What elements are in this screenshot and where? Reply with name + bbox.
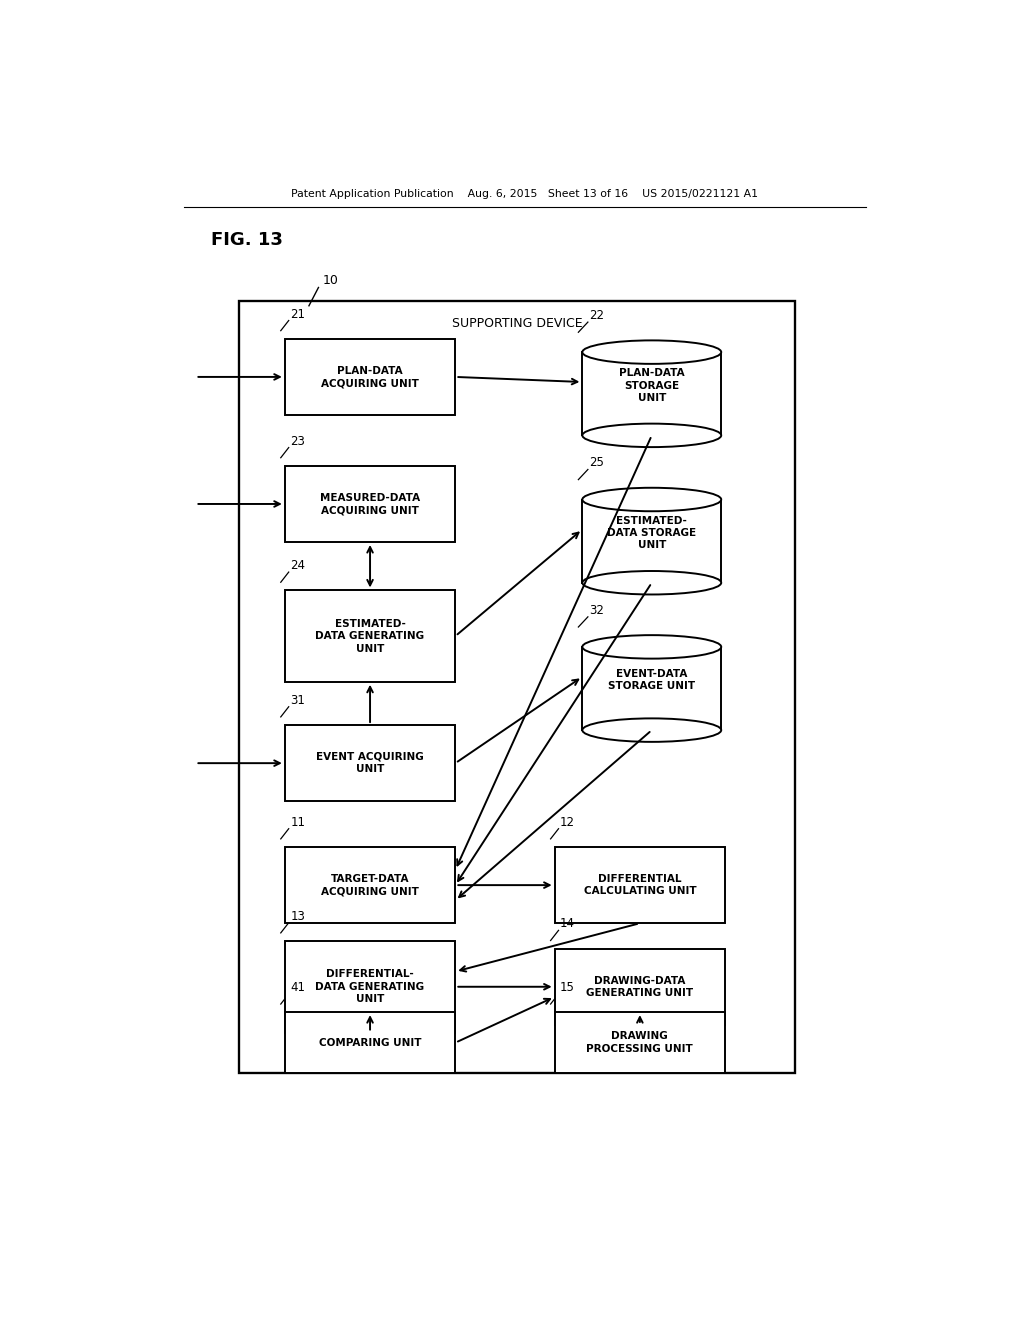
Text: 41: 41 [290,981,305,994]
Ellipse shape [583,488,721,511]
Text: 12: 12 [560,816,575,829]
Ellipse shape [583,635,721,659]
Text: 31: 31 [290,694,305,706]
FancyBboxPatch shape [240,301,795,1073]
FancyBboxPatch shape [285,1012,456,1073]
FancyBboxPatch shape [285,466,456,543]
Text: 32: 32 [590,603,604,616]
Text: PLAN-DATA
STORAGE
UNIT: PLAN-DATA STORAGE UNIT [618,368,685,403]
Text: DIFFERENTIAL-
DATA GENERATING
UNIT: DIFFERENTIAL- DATA GENERATING UNIT [315,969,425,1005]
FancyBboxPatch shape [285,339,456,414]
Text: 21: 21 [290,308,305,321]
Bar [583,647,721,730]
Text: MEASURED-DATA
ACQUIRING UNIT: MEASURED-DATA ACQUIRING UNIT [319,492,420,515]
FancyBboxPatch shape [285,725,456,801]
Text: PLAN-DATA
ACQUIRING UNIT: PLAN-DATA ACQUIRING UNIT [322,366,419,388]
FancyBboxPatch shape [285,847,456,923]
FancyBboxPatch shape [285,590,456,682]
Text: 13: 13 [290,909,305,923]
Text: 23: 23 [290,434,305,447]
Text: 25: 25 [590,457,604,470]
Text: 15: 15 [560,981,575,994]
Text: FIG. 13: FIG. 13 [211,231,284,248]
Text: 24: 24 [290,560,305,572]
Text: DRAWING
PROCESSING UNIT: DRAWING PROCESSING UNIT [587,1031,693,1053]
Text: ESTIMATED-
DATA STORAGE
UNIT: ESTIMATED- DATA STORAGE UNIT [607,516,696,550]
Text: 22: 22 [590,309,604,322]
Bar [583,352,721,436]
Ellipse shape [583,572,721,594]
Ellipse shape [583,424,721,447]
Text: COMPARING UNIT: COMPARING UNIT [318,1038,421,1048]
Ellipse shape [583,341,721,364]
Bar [583,499,721,582]
Text: DIFFERENTIAL
CALCULATING UNIT: DIFFERENTIAL CALCULATING UNIT [584,874,696,896]
Text: 10: 10 [323,275,338,288]
Text: DRAWING-DATA
GENERATING UNIT: DRAWING-DATA GENERATING UNIT [587,975,693,998]
Text: SUPPORTING DEVICE: SUPPORTING DEVICE [452,317,583,330]
Text: Patent Application Publication    Aug. 6, 2015   Sheet 13 of 16    US 2015/02211: Patent Application Publication Aug. 6, 2… [291,189,759,199]
FancyBboxPatch shape [285,941,456,1032]
Text: EVENT ACQUIRING
UNIT: EVENT ACQUIRING UNIT [316,752,424,775]
Text: EVENT-DATA
STORAGE UNIT: EVENT-DATA STORAGE UNIT [608,669,695,692]
FancyBboxPatch shape [555,949,725,1024]
Text: 14: 14 [560,917,575,931]
Text: 11: 11 [290,816,305,829]
Ellipse shape [583,718,721,742]
FancyBboxPatch shape [555,1012,725,1073]
FancyBboxPatch shape [555,847,725,923]
Text: TARGET-DATA
ACQUIRING UNIT: TARGET-DATA ACQUIRING UNIT [322,874,419,896]
Text: ESTIMATED-
DATA GENERATING
UNIT: ESTIMATED- DATA GENERATING UNIT [315,619,425,653]
